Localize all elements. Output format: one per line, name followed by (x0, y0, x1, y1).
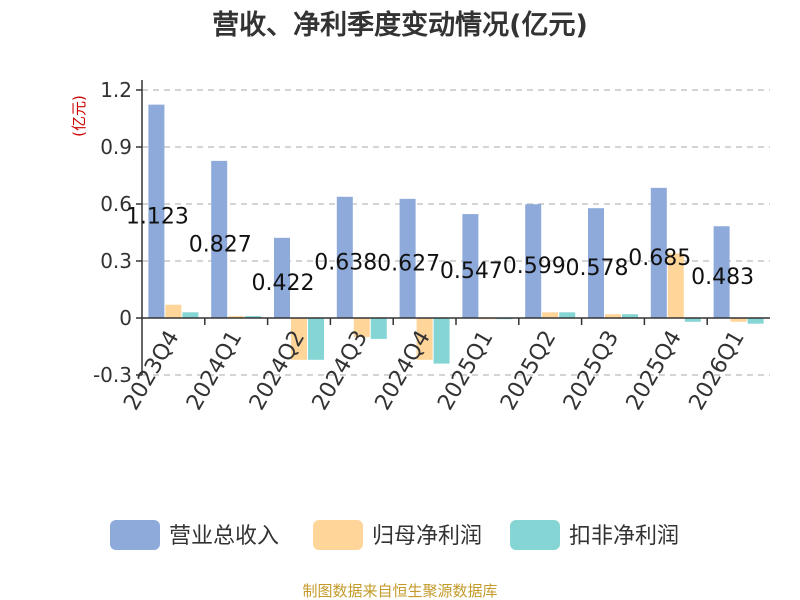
chart-title: 营收、净利季度变动情况(亿元) (212, 9, 588, 41)
bar-s1-0 (165, 304, 182, 318)
data-label-5: 0.547 (440, 259, 503, 284)
bars (148, 104, 764, 364)
y-tick-label-2: 0.6 (100, 192, 132, 216)
data-label-8: 0.685 (628, 246, 691, 271)
y-tick-label-0: 1.2 (100, 78, 132, 102)
bar-s1-9 (730, 318, 747, 322)
y-tick-label-4: 0 (119, 306, 132, 330)
data-label-9: 0.483 (691, 265, 754, 290)
data-label-4: 0.627 (377, 251, 440, 276)
bar-s0-2 (274, 237, 290, 318)
legend-swatch-1 (313, 520, 363, 550)
bar-s2-0 (182, 312, 199, 318)
bar-s2-1 (245, 316, 262, 318)
data-label-1: 0.827 (189, 232, 252, 257)
bar-s2-3 (370, 318, 387, 339)
bar-s1-6 (542, 312, 559, 318)
bar-s1-8 (667, 253, 684, 318)
legend-swatch-2 (510, 520, 560, 550)
bar-s1-2 (291, 318, 307, 360)
x-tick-label-6: 2025Q2 (496, 327, 561, 415)
y-tick-label-3: 0.3 (100, 249, 132, 273)
y-tick-label-5: -0.3 (93, 363, 132, 387)
x-tick-label-9: 2026Q1 (684, 327, 749, 415)
y-axis-unit: (亿元) (70, 95, 88, 137)
bar-s0-3 (336, 196, 353, 318)
y-tick-label-1: 0.9 (100, 135, 132, 159)
data-label-6: 0.599 (503, 254, 566, 279)
bar-s0-9 (713, 226, 730, 318)
x-tick-label-1: 2024Q1 (182, 327, 247, 415)
x-tick-label-8: 2025Q4 (622, 327, 687, 415)
bar-s2-2 (308, 318, 324, 360)
bar-s0-8 (650, 187, 667, 318)
bar-s0-1 (211, 160, 228, 318)
legend-label-0: 营业总收入 (169, 524, 279, 549)
legend-swatch-0 (110, 520, 160, 550)
source-note: 制图数据来自恒生聚源数据库 (302, 582, 497, 600)
bar-s0-0 (148, 104, 165, 318)
data-label-0: 1.123 (126, 204, 189, 229)
x-tick-label-7: 2025Q3 (559, 327, 624, 415)
legend-label-2: 扣非净利润 (569, 524, 679, 549)
gridlines (142, 89, 770, 376)
bar-s2-9 (747, 318, 764, 324)
bar-s2-6 (559, 312, 576, 318)
x-tick-label-2: 2024Q2 (245, 327, 310, 415)
legend-label-1: 归母净利润 (372, 524, 482, 549)
data-label-3: 0.638 (314, 250, 377, 275)
bar-s1-7 (605, 314, 621, 318)
bar-s2-7 (622, 314, 638, 318)
bar-s1-3 (353, 318, 370, 337)
bar-s0-6 (525, 204, 542, 318)
bar-s2-4 (433, 318, 450, 364)
data-label-7: 0.578 (566, 256, 629, 281)
legend: 营业总收入 归母净利润 扣非净利润 (110, 520, 679, 550)
bar-s1-1 (228, 316, 245, 318)
bar-s0-5 (462, 214, 479, 318)
bar-s2-8 (684, 318, 701, 322)
bar-s0-7 (588, 208, 604, 318)
bar-s1-4 (416, 318, 433, 360)
bar-s0-4 (399, 198, 416, 318)
x-tick-label-4: 2024Q4 (370, 326, 435, 414)
data-label-2: 0.422 (252, 271, 315, 296)
